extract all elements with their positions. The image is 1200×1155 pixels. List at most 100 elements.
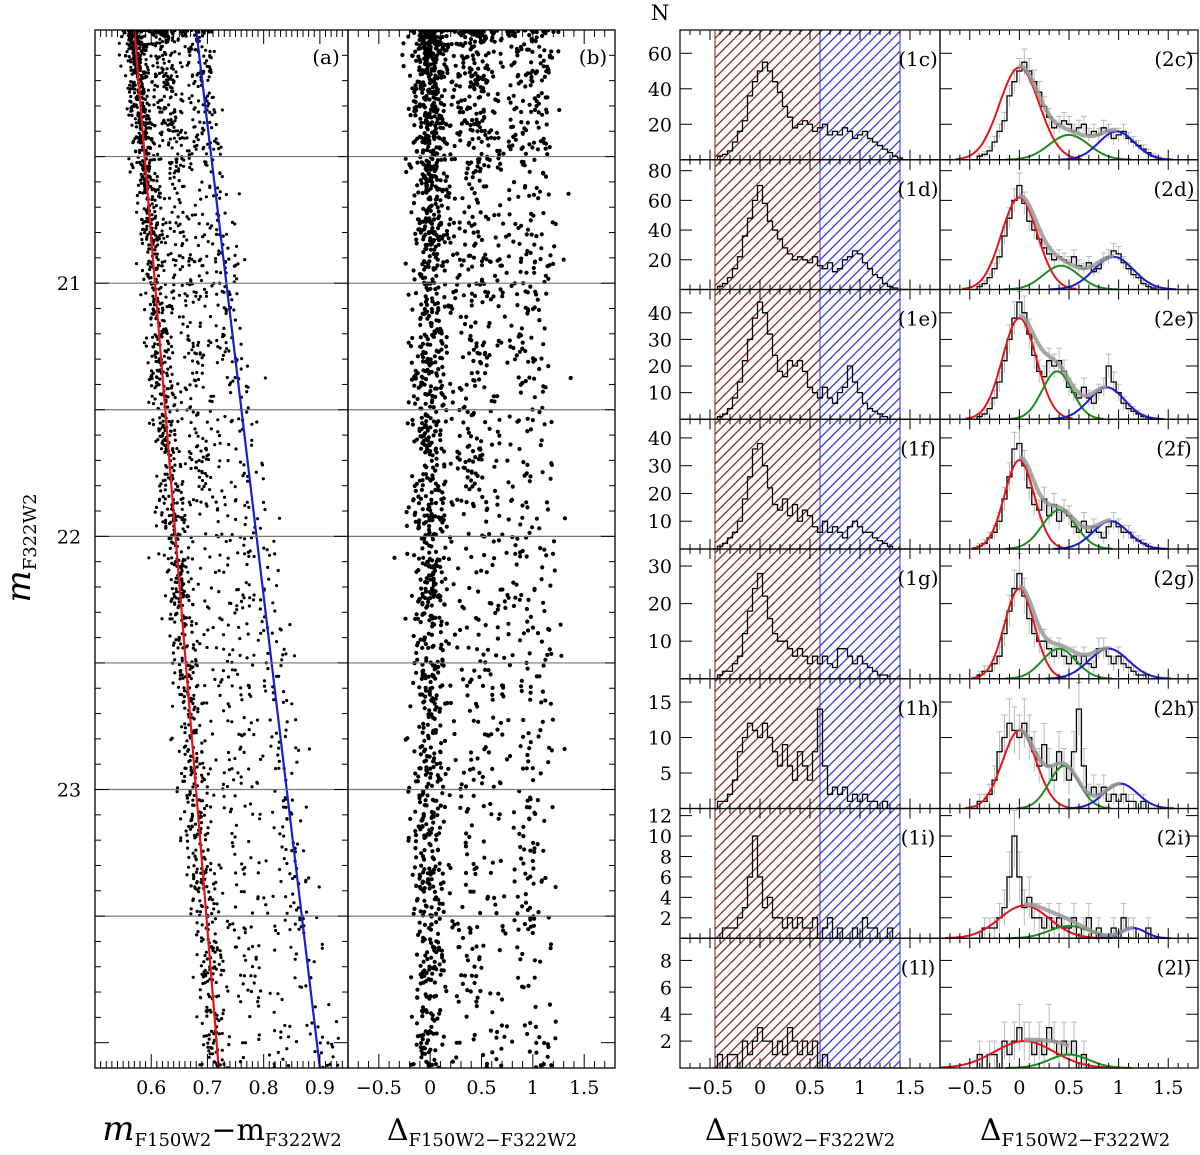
cmd-star [213,139,217,143]
cmd-star [234,498,238,502]
verticalized-star [454,83,459,88]
verticalized-star [439,579,444,584]
cmd-star [243,927,247,931]
cmd-star [197,886,201,890]
verticalized-star [432,568,438,573]
verticalized-star [496,156,501,161]
cmd-star [315,915,319,920]
cmd-star [190,152,194,156]
verticalized-star [480,683,486,689]
cmd-star [250,911,255,915]
cmd-star [138,190,142,195]
verticalized-star [425,950,430,955]
cmd-star [305,1023,309,1027]
verticalized-star [506,254,511,259]
verticalized-star [470,459,476,464]
cmd-star [140,148,144,152]
verticalized-star [431,583,436,588]
cmd-star [319,1051,324,1055]
cmd-star [304,910,309,914]
verticalized-star [445,259,450,264]
verticalized-star [423,494,428,499]
verticalized-star [401,41,406,46]
verticalized-star [410,335,415,341]
cmd-star [206,1045,210,1049]
cmd-star [192,729,196,733]
cmd-star [284,847,288,852]
cmd-star [230,298,234,302]
cmd-star [204,152,209,156]
verticalized-star [420,824,425,829]
cmd-star [136,42,140,46]
cmd-star [206,826,210,830]
verticalized-star [412,277,417,282]
cmd-star [242,471,246,475]
verticalized-star [457,385,462,391]
verticalized-star [452,30,457,34]
cmd-star [279,879,283,884]
cmd-star [217,434,221,438]
verticalized-star [478,910,483,916]
verticalized-star [416,501,422,506]
verticalized-star [437,69,442,75]
verticalized-star [415,987,420,992]
verticalized-star [472,481,477,486]
cmd-star [211,966,215,970]
verticalized-star [419,1041,424,1046]
cmd-star [227,442,231,447]
verticalized-star [487,130,492,135]
cmd-star [223,211,227,215]
verticalized-star [468,84,473,89]
cmd-star [247,583,251,587]
cmd-star [185,238,189,242]
verticalized-star [435,773,440,778]
verticalized-star [524,270,529,275]
cmd-star [198,324,202,329]
verticalized-star [430,473,435,478]
verticalized-star [539,78,545,83]
verticalized-star [429,369,434,375]
cmd-star [168,112,173,116]
cmd-star [209,475,213,480]
verticalized-star [519,109,524,115]
cmd-star [159,402,163,406]
cmd-star [281,825,285,829]
verticalized-star [542,547,547,552]
verticalized-star [419,818,424,823]
cmd-star [146,233,150,237]
cmd-star [161,479,165,483]
cmd-star [147,378,151,382]
verticalized-star [432,897,437,902]
verticalized-star [538,54,543,59]
cmd-star [226,563,230,567]
cmd-star [123,31,127,35]
verticalized-star [429,869,434,874]
cmd-star [187,83,191,87]
verticalized-star [525,120,531,125]
cmd-star [245,390,249,394]
verticalized-star [542,818,547,824]
cmd-star [211,668,215,672]
cmd-star [172,469,176,473]
verticalized-star [520,346,525,351]
verticalized-star [418,909,423,914]
cmd-star [207,1033,211,1037]
verticalized-star [403,261,408,266]
verticalized-star [452,156,457,162]
verticalized-star [432,667,437,672]
verticalized-star [433,73,438,78]
verticalized-star [501,221,506,226]
cmd-star [252,981,256,985]
cmd-star [205,701,209,705]
cmd-star [202,1043,206,1047]
verticalized-star [432,701,437,706]
verticalized-star [536,734,541,739]
cmd-star [169,420,174,424]
cmd-star [199,936,204,940]
cmd-star [166,118,170,122]
verticalized-star [481,652,486,657]
verticalized-star [410,86,415,91]
cmd-star [237,936,241,940]
verticalized-star [467,351,472,356]
verticalized-star [518,744,523,749]
